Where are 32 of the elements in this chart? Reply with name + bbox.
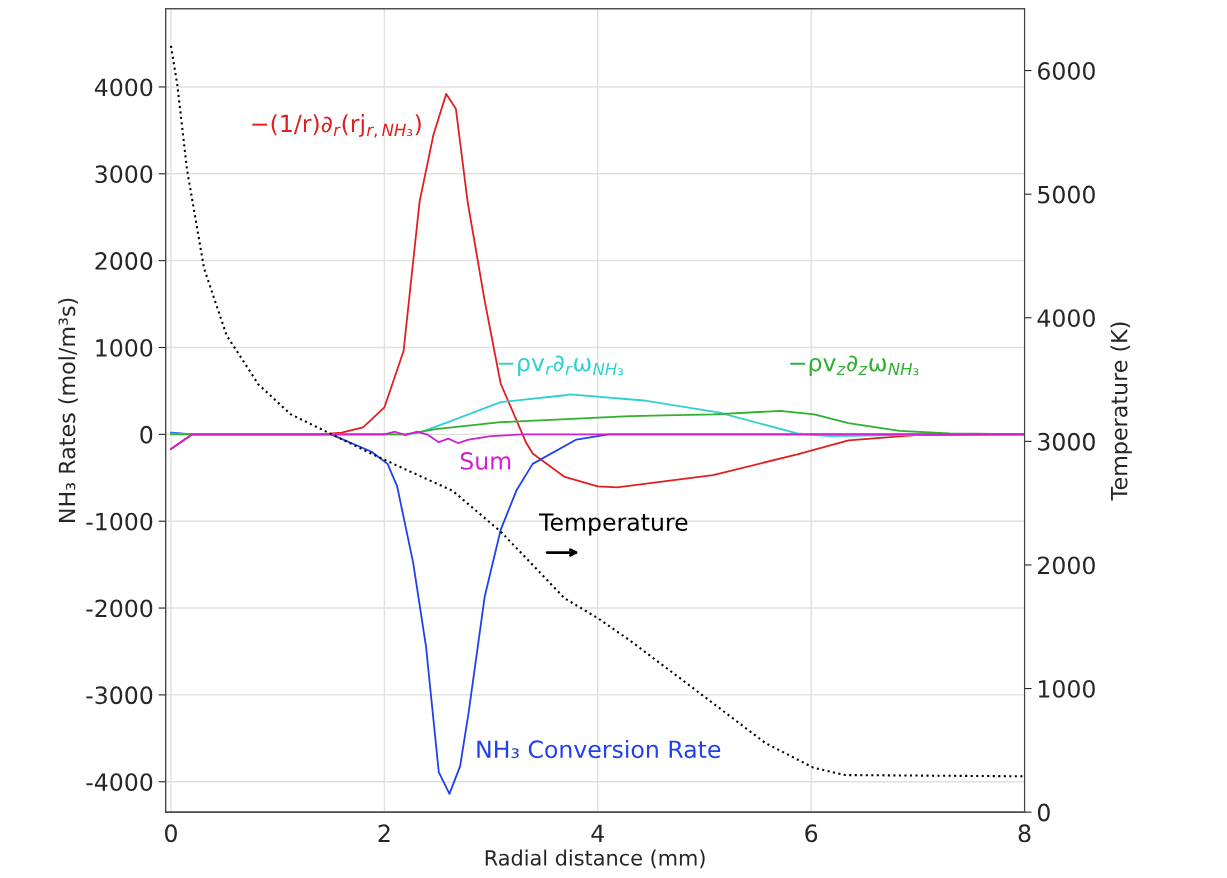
series-label: −ρv$_{z}$∂$_{z}$ω$_{NH₃}$ xyxy=(790,355,919,377)
x-axis-title: Radial distance (mm) xyxy=(485,849,705,869)
y2-tick-label: 0 xyxy=(1037,803,1050,822)
x-tick-label: 2 xyxy=(378,824,390,842)
series-label: Temperature xyxy=(539,513,688,536)
y-tick-label: -1000 xyxy=(86,512,153,531)
y2-tick-label: 3000 xyxy=(1038,432,1095,451)
x-tick-label: 8 xyxy=(1018,824,1031,843)
line-series xyxy=(170,430,1025,451)
series-label: NH₃ Conversion Rate xyxy=(477,739,721,759)
line-series xyxy=(169,44,1025,778)
y-tick-label: 2000 xyxy=(95,252,153,270)
y2-tick-label: 2000 xyxy=(1038,556,1095,575)
x-tick-label: 0 xyxy=(165,824,177,843)
y2-tick-label: 1000 xyxy=(1038,680,1095,698)
x-tick-label: 6 xyxy=(805,824,818,843)
series-label: Sum xyxy=(460,452,511,470)
y2-tick-label: 6000 xyxy=(1038,62,1095,80)
y-tick-label: -2000 xyxy=(86,599,153,618)
y-tick-label: 3000 xyxy=(95,165,153,184)
y-tick-label: 0 xyxy=(140,425,153,444)
y2-tick-label: 4000 xyxy=(1037,309,1095,328)
series-label: −ρv$_{r}$∂$_{r}$ω$_{NH₃}$ xyxy=(498,355,624,377)
y-tick-label: -3000 xyxy=(86,686,153,705)
y-tick-label: -4000 xyxy=(86,773,153,792)
y-axis-title: NH₃ Rates (mol/m³s) xyxy=(58,298,78,522)
y2-axis-title: Temperature (K) xyxy=(1110,322,1132,501)
y2-tick-label: 5000 xyxy=(1038,185,1095,204)
y-tick-label: 4000 xyxy=(94,78,153,97)
series-label: −(1/r)∂$_{r}$(rj$_{r,NH₃}$) xyxy=(252,114,421,138)
y-tick-label: 1000 xyxy=(96,338,153,357)
x-tick-label: 4 xyxy=(591,824,604,842)
